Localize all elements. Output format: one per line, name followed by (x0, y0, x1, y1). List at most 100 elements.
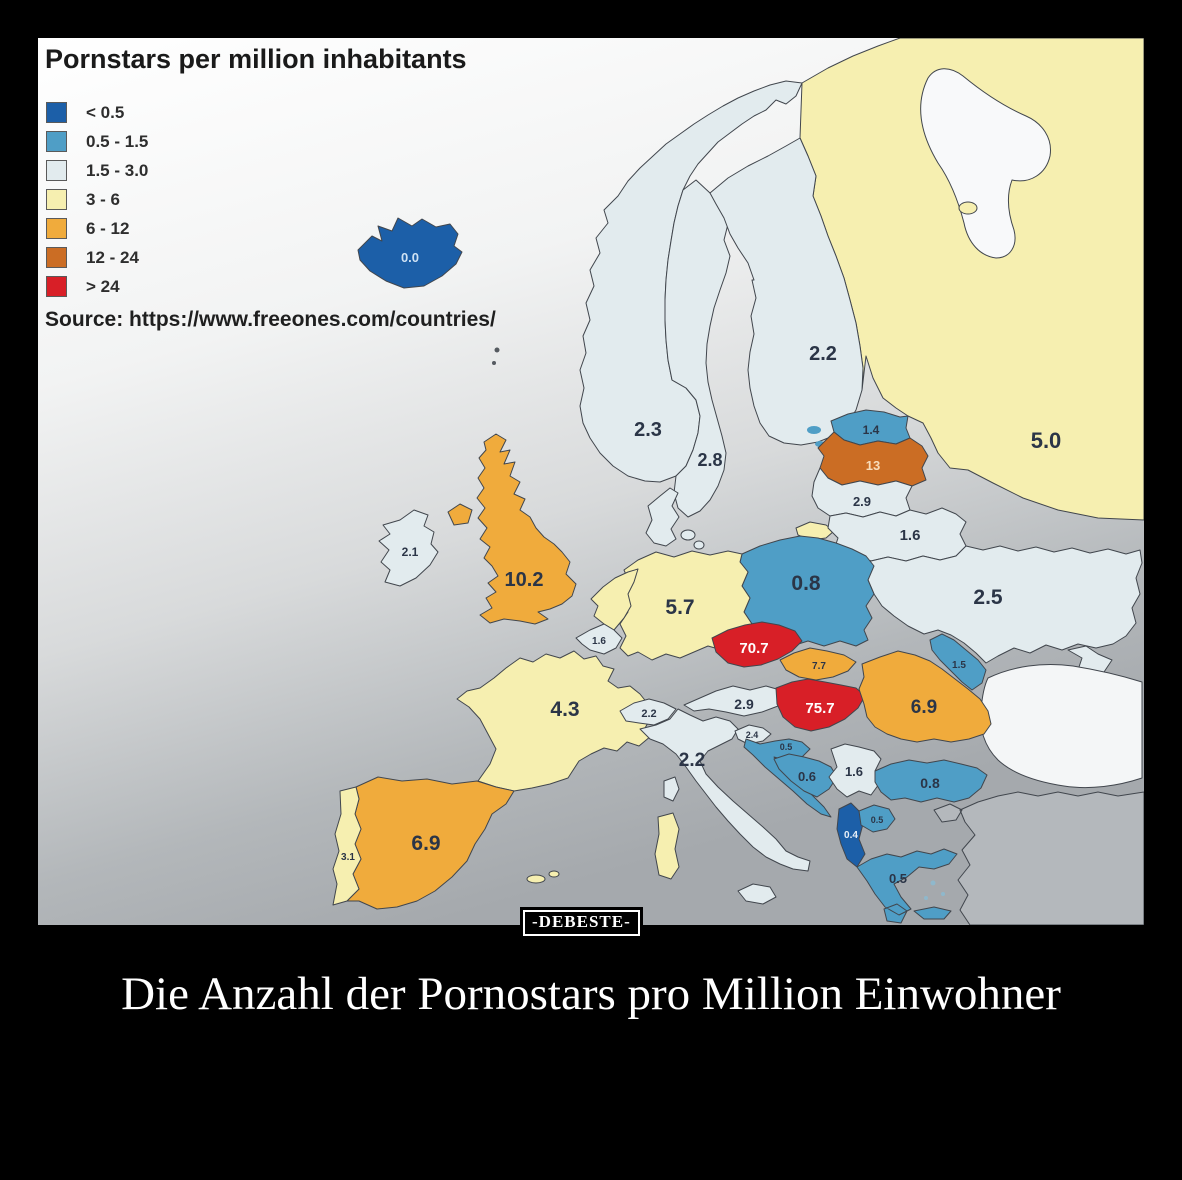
legend-row: 6 - 12 (46, 214, 148, 243)
value-label-poland: 0.8 (791, 572, 821, 595)
value-label-bosnia: 0.6 (798, 769, 816, 784)
value-label-russia: 5.0 (1031, 428, 1062, 453)
country-serbia (828, 743, 882, 798)
country-sweden (664, 179, 731, 518)
faroe-islands-2 (492, 361, 496, 365)
country-netherlands (590, 568, 639, 631)
aegean-island (930, 880, 936, 886)
aegean-island-3 (924, 896, 928, 900)
country-czechia (711, 621, 803, 668)
legend-label: 12 - 24 (86, 247, 139, 267)
value-label-iceland: 0.0 (401, 250, 419, 265)
legend-swatch (46, 218, 67, 239)
balearic-island-2 (548, 870, 560, 878)
denmark-island-2 (693, 540, 705, 550)
value-label-hungary: 75.7 (805, 700, 834, 717)
caption-text: Die Anzahl der Pornostars pro Million Ei… (121, 968, 1061, 1020)
country-romania (858, 650, 992, 743)
value-label-moldova: 1.5 (952, 660, 966, 671)
value-label-uk: 10.2 (505, 569, 544, 591)
value-labels: 0.0 2.3 2.8 2.2 5.0 1.4 13 2.9 1.6 2.5 1.5 0.8 5.7 1.… (341, 250, 1061, 886)
value-label-romania: 6.9 (911, 697, 937, 718)
value-label-bulgaria: 0.8 (920, 775, 940, 791)
country-iceland (357, 217, 463, 289)
country-sardinia (654, 812, 680, 880)
value-label-ireland: 2.1 (402, 545, 419, 559)
value-label-ukraine: 2.5 (973, 586, 1003, 609)
value-label-belgium: 1.6 (592, 636, 606, 647)
europe-map-panel: 0.0 2.3 2.8 2.2 5.0 1.4 13 2.9 1.6 2.5 1.5 0.8 5.7 1.… (38, 38, 1144, 925)
country-france (456, 650, 653, 792)
value-label-portugal: 3.1 (341, 852, 355, 863)
source-text: Source: https://www.freeones.com/countri… (45, 308, 496, 331)
value-label-lithuania: 2.9 (853, 494, 871, 509)
value-label-estonia: 1.4 (863, 423, 880, 437)
value-label-france: 4.3 (550, 698, 579, 721)
country-turkey (933, 791, 1144, 925)
balearic-island (526, 874, 546, 884)
legend-swatch (46, 247, 67, 268)
country-greece (856, 848, 958, 924)
country-denmark (645, 487, 680, 547)
legend-label: > 24 (86, 276, 120, 296)
estonia-island (807, 426, 821, 434)
value-label-macedonia: 0.5 (871, 815, 884, 825)
faroe-islands (494, 347, 500, 353)
value-label-finland: 2.2 (809, 343, 837, 365)
watermark: -DEBESTE- (523, 910, 640, 936)
caption: Die Anzahl der Pornostars pro Million Ei… (0, 962, 1182, 1027)
legend-swatch (46, 276, 67, 297)
legend-row: 12 - 24 (46, 243, 148, 272)
value-label-italy: 2.2 (679, 750, 705, 771)
country-moldova (929, 633, 987, 691)
country-corsica (663, 776, 680, 802)
country-albania (836, 802, 866, 868)
value-label-germany: 5.7 (665, 596, 694, 619)
value-label-greece: 0.5 (889, 871, 907, 886)
value-label-czechia: 70.7 (739, 640, 768, 657)
denmark-island (680, 529, 696, 541)
legend-label: 3 - 6 (86, 189, 121, 209)
value-label-sweden: 2.8 (697, 450, 722, 470)
legend-row: > 24 (46, 272, 148, 301)
aegean-island-2 (941, 892, 945, 896)
value-label-switzerland: 2.2 (641, 708, 656, 720)
europe-map: 0.0 2.3 2.8 2.2 5.0 1.4 13 2.9 1.6 2.5 1.5 0.8 5.7 1.… (38, 38, 1144, 925)
legend-label: 1.5 - 3.0 (86, 160, 149, 180)
white-sea-island (958, 201, 978, 215)
legend: < 0.5 0.5 - 1.5 1.5 - 3.0 3 - 6 6 - 12 12 - 2… (46, 98, 148, 301)
legend-label: 6 - 12 (86, 218, 130, 238)
country-switzerland (619, 698, 677, 726)
legend-row: < 0.5 (46, 98, 148, 127)
white-sea (920, 68, 1051, 259)
legend-swatch (46, 160, 67, 181)
legend-swatch (46, 189, 67, 210)
country-bulgaria (874, 759, 988, 803)
value-label-spain: 6.9 (411, 832, 440, 855)
value-label-albania: 0.4 (844, 830, 858, 841)
country-portugal (332, 786, 362, 906)
value-label-croatia: 0.5 (780, 742, 793, 752)
value-label-austria: 2.9 (734, 696, 754, 712)
country-belgium (575, 623, 623, 655)
legend-swatch (46, 102, 67, 123)
legend-row: 0.5 - 1.5 (46, 127, 148, 156)
country-italy (639, 708, 811, 905)
legend-label: 0.5 - 1.5 (86, 131, 149, 151)
value-label-slovenia: 2.4 (746, 730, 759, 740)
country-slovakia (779, 647, 857, 681)
value-label-latvia: 13 (866, 458, 880, 473)
legend-row: 1.5 - 3.0 (46, 156, 148, 185)
value-label-slovakia: 7.7 (812, 661, 826, 672)
country-uk (447, 433, 577, 625)
map-title: Pornstars per million inhabitants (45, 44, 467, 74)
country-slovenia (734, 724, 772, 745)
legend-swatch (46, 131, 67, 152)
country-hungary (775, 678, 866, 732)
country-macedonia (858, 804, 896, 833)
country-ireland (378, 509, 439, 587)
value-label-serbia: 1.6 (845, 764, 863, 779)
legend-label: < 0.5 (86, 102, 125, 122)
value-label-belarus: 1.6 (900, 527, 921, 544)
